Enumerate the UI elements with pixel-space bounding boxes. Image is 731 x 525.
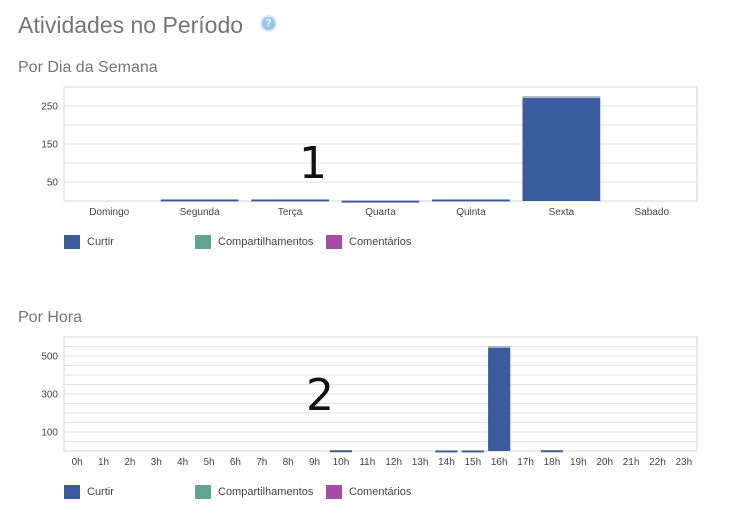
x-tick-label: 8h [283,457,294,468]
hourly-legend: Curtir Compartilhamentos Comentários [64,485,464,503]
x-tick-label: 15h [464,457,481,468]
x-tick-label: 0h [72,457,83,468]
legend-swatch-compartilhamentos [195,485,211,499]
legend-item-compartilhamentos[interactable]: Compartilhamentos [195,485,313,499]
bar-comentários-16h[interactable] [488,345,511,348]
x-tick-label: 16h [491,457,508,468]
legend-item-comentarios[interactable]: Comentários [326,485,411,499]
x-tick-label: Terça [278,207,303,218]
x-tick-label: 20h [596,457,613,468]
bar-comentários-sexta[interactable] [522,96,601,99]
legend-item-comentarios[interactable]: Comentários [326,235,411,249]
x-tick-label: 6h [230,457,241,468]
hourly-chart: 100 300 500 0h 1h 2h 3h 4h 5h 6h 7h 8h 9h 10h 11h 12h 13… [41,336,698,468]
x-tick-label: 19h [570,457,587,468]
bar-curtir-quarta[interactable] [341,200,420,203]
chart-title-hour: Por Hora [18,309,83,326]
x-tick-label: 9h [309,457,320,468]
page-title: Atividades no Período [18,12,244,38]
x-tick-label: Sexta [549,207,575,218]
legend-swatch-comentarios [326,235,342,249]
weekday-legend: Curtir Compartilhamentos Comentários [64,235,464,253]
x-tick-label: Quarta [365,207,396,218]
bar-curtir-10h[interactable] [329,450,353,453]
x-tick-label: Segunda [180,207,220,218]
x-tick-label: Sabado [635,207,670,218]
legend-label-compartilhamentos: Compartilhamentos [218,236,314,248]
legend-label-curtir: Curtir [87,486,114,498]
bar-curtir-14h[interactable] [435,450,458,453]
x-tick-label: 1h [98,457,109,468]
y-tick-label: 300 [41,390,58,401]
bar-curtir-sexta[interactable] [522,97,601,201]
x-tick-label: Quinta [456,207,486,218]
legend-swatch-curtir [64,485,80,499]
x-tick-label: 11h [359,457,375,468]
help-icon[interactable]: ? [262,17,275,30]
x-tick-label: 22h [649,457,666,468]
bar-curtir-15h[interactable] [461,450,484,453]
legend-swatch-curtir [64,235,80,249]
legend-swatch-comentarios [326,485,342,499]
legend-swatch-compartilhamentos [195,235,211,249]
x-tick-label: 4h [177,457,188,468]
y-tick-label: 500 [41,352,58,363]
bar-curtir-segunda[interactable] [160,199,239,202]
legend-label-curtir: Curtir [87,236,114,248]
x-tick-label: 21h [623,457,640,468]
x-tick-label: 3h [151,457,162,468]
legend-item-curtir[interactable]: Curtir [64,485,114,499]
y-tick-label: 150 [41,140,58,151]
legend-label-compartilhamentos: Compartilhamentos [218,486,314,498]
x-tick-label: 2h [124,457,135,468]
x-tick-label: 7h [256,457,267,468]
y-tick-label: 100 [41,428,58,439]
annotation-1: 1 [299,138,327,189]
x-tick-label: 23h [675,457,692,468]
x-tick-label: 18h [544,457,561,468]
y-tick-label: 250 [41,102,58,113]
bar-curtir-terça[interactable] [251,199,329,202]
x-tick-label: 13h [412,457,429,468]
x-tick-label: 14h [438,457,455,468]
x-tick-label: Domingo [89,207,129,218]
x-tick-label: 12h [385,457,402,468]
bar-curtir-quinta[interactable] [432,199,510,202]
bar-curtir-16h[interactable] [488,347,511,451]
x-tick-label: 10h [333,457,350,468]
y-tick-label: 50 [47,178,59,189]
legend-item-curtir[interactable]: Curtir [64,235,114,249]
legend-item-compartilhamentos[interactable]: Compartilhamentos [195,235,313,249]
x-tick-label: 17h [517,457,534,468]
legend-label-comentarios: Comentários [349,236,412,248]
weekday-chart: 50 150 250 Domingo Segunda Terça Quarta Quinta S… [41,86,698,218]
legend-label-comentarios: Comentários [349,486,412,498]
chart-title-weekday: Por Dia da Semana [18,59,158,76]
x-tick-label: 5h [204,457,215,468]
annotation-2: 2 [306,370,334,421]
bar-curtir-18h[interactable] [540,450,564,453]
